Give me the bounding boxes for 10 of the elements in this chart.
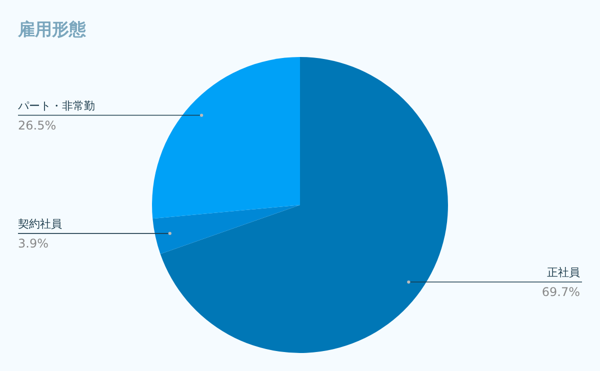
slice-label: 契約社員	[18, 217, 62, 230]
chart-title: 雇用形態	[17, 20, 87, 40]
pie-slice	[160, 57, 448, 353]
slice-label: パート・非常勤	[17, 99, 95, 112]
data-label: 26.5%	[18, 118, 56, 132]
pie-slice	[152, 57, 300, 219]
data-label: 3.9%	[18, 236, 48, 250]
pie-slice	[152, 205, 300, 254]
slice-label: 正社員	[547, 266, 580, 280]
data-label: 69.7%	[542, 285, 580, 300]
